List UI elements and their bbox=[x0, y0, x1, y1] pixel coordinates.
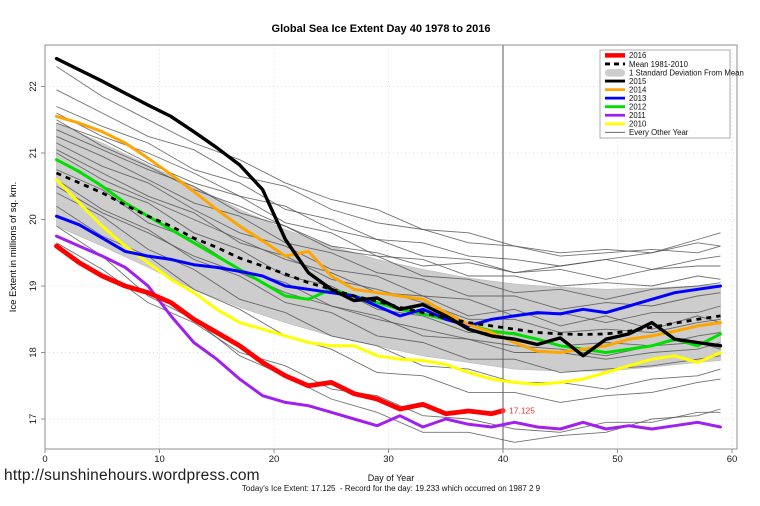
every-other-year-line-18 bbox=[56, 185, 721, 357]
today-extent-point bbox=[500, 408, 506, 414]
every-other-year-line-8 bbox=[56, 142, 721, 324]
legend-label-mean-1981-2010: Mean 1981-2010 bbox=[629, 60, 689, 69]
every-other-year-line-6 bbox=[56, 129, 721, 300]
legend-label-2011: 2011 bbox=[629, 111, 646, 120]
mean-line bbox=[55, 171, 721, 336]
series-line-2016 bbox=[54, 243, 506, 417]
legend-label-2013: 2013 bbox=[629, 94, 646, 103]
y-tick-label-22: 22 bbox=[28, 81, 39, 92]
series-line-2010 bbox=[55, 178, 722, 386]
series-line-2012 bbox=[55, 158, 722, 354]
every-other-year-line-4 bbox=[56, 112, 721, 280]
legend-label-2015: 2015 bbox=[629, 77, 647, 86]
x-tick-label-50: 50 bbox=[612, 454, 623, 465]
series-line-2013 bbox=[55, 214, 722, 328]
legend-label-2010: 2010 bbox=[629, 120, 647, 129]
std-deviation-band bbox=[56, 122, 721, 372]
x-tick-label-30: 30 bbox=[383, 454, 394, 465]
every-other-year-line-2 bbox=[56, 89, 721, 257]
today-extent-annotation: 17.125 bbox=[509, 406, 535, 416]
x-axis-label: Day of Year bbox=[367, 473, 415, 483]
y-axis-label: Ice Extent in millions of sq. km. bbox=[8, 182, 19, 312]
chart-title: Global Sea Ice Extent Day 40 1978 to 201… bbox=[271, 23, 491, 35]
every-other-year-line-16 bbox=[56, 242, 721, 433]
series-line-2014 bbox=[55, 114, 722, 354]
today-extent-note: Today's Ice Extent: 17.125 - Record for … bbox=[241, 484, 541, 493]
y-tick-label-21: 21 bbox=[28, 148, 39, 159]
every-other-year-line-3 bbox=[56, 106, 721, 270]
every-other-year-line-17 bbox=[56, 152, 721, 330]
x-tick-label-10: 10 bbox=[154, 454, 165, 465]
legend-swatch-1-standard-deviation-from-mean bbox=[605, 69, 625, 77]
legend-label-2016: 2016 bbox=[629, 51, 646, 60]
plot-border bbox=[44, 44, 738, 450]
y-tick-label-19: 19 bbox=[28, 281, 39, 292]
every-other-year-line-7 bbox=[56, 135, 721, 310]
legend-label-2012: 2012 bbox=[629, 103, 646, 112]
x-tick-label-60: 60 bbox=[727, 454, 738, 465]
every-other-year-line-10 bbox=[56, 159, 721, 347]
series-line-2015 bbox=[54, 56, 723, 358]
every-other-year-line-14 bbox=[56, 205, 721, 403]
x-tick-label-40: 40 bbox=[498, 454, 509, 465]
y-tick-label-20: 20 bbox=[28, 214, 39, 225]
legend-label-every-other-year: Every Other Year bbox=[629, 128, 689, 137]
y-tick-label-17: 17 bbox=[28, 414, 39, 425]
x-tick-label-0: 0 bbox=[42, 454, 47, 465]
x-tick-label-20: 20 bbox=[269, 454, 280, 465]
legend-label-2014: 2014 bbox=[629, 85, 647, 94]
site-url-text: http://sunshinehours.wordpress.com bbox=[4, 467, 260, 484]
y-tick-label-18: 18 bbox=[28, 347, 39, 358]
series-line-2011 bbox=[55, 234, 722, 431]
legend-label-1-standard-deviation-from-mean: 1 Standard Deviation From Mean bbox=[629, 68, 744, 77]
